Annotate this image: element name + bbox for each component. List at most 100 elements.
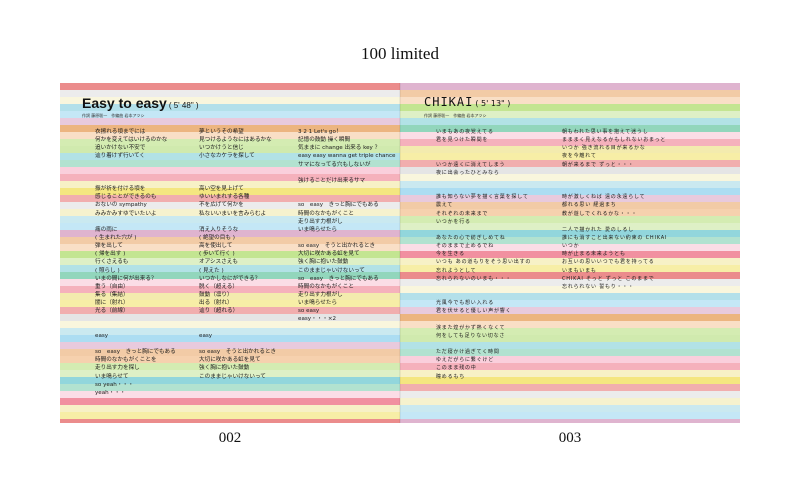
lyric-line: 追いかけない不安で (95, 145, 146, 152)
lyric-line: ( 帰を出す ) (95, 251, 126, 258)
stripe (60, 160, 400, 167)
lyric-line: ( 照らし ) (95, 267, 120, 274)
lyric-line: 高を使出して (199, 243, 233, 250)
song-duration: ( 5' 48" ) (168, 101, 199, 110)
lyric-line: 集る（集結） (95, 292, 129, 298)
stripe (60, 237, 400, 244)
lyric-line: 忘れようとして (436, 267, 477, 274)
lyric-line: 誰にも消すこと出来ない約束の CHIKAI (562, 234, 668, 241)
stripe (400, 167, 740, 174)
lyric-line: 大切に咲かある虹を見て (298, 251, 360, 258)
stripe (400, 321, 740, 328)
stripe (400, 391, 740, 398)
lyric-line: 弾を出して (95, 243, 123, 250)
lyric-line: いつも あの道もりをそう思い出すの (436, 259, 532, 266)
stripe (400, 300, 740, 307)
stripe (60, 335, 400, 342)
lyric-line: 気ままに change 出来る key ？ (298, 145, 381, 152)
stripe (60, 384, 400, 391)
lyric-line: いつかけうと信じ (199, 145, 244, 152)
stripe (400, 153, 740, 160)
lyric-line: 不を広げて何かを (199, 202, 244, 209)
page-right: CHIKAI( 5' 13" ) 作詞 藤原聡一 作編曲 岩本アツシ いまもあの… (400, 83, 740, 423)
stripe (60, 391, 400, 398)
stripe (400, 286, 740, 293)
lyric-line: いつか 強き流れる目が来るかな (562, 145, 646, 152)
stripe (400, 419, 740, 423)
lyric-line: ただ寝かけ過ぎてく時間 (436, 349, 500, 356)
lyric-line: 脱く（超える） (199, 283, 238, 290)
stripe (60, 272, 400, 279)
stripe (60, 314, 400, 321)
stripe (400, 230, 740, 237)
stripe (400, 412, 740, 419)
stripe (60, 377, 400, 384)
lyric-line: ゆえだがらに繋ぐけど (436, 357, 495, 364)
lyric-line: オアシスさえも (199, 259, 238, 266)
stripe (400, 335, 740, 342)
lyric-line: いま鳴らせたら (298, 300, 338, 307)
lyric-line: easy・・・×2 (298, 316, 337, 323)
page-number-left: 002 (218, 430, 242, 446)
lyric-line: 記憶の鼓動 操く瞬間 (298, 137, 351, 144)
stripe (60, 223, 400, 230)
stripe (60, 216, 400, 223)
stripe (60, 195, 400, 202)
lyric-line: 瞳めるもち (436, 373, 466, 380)
lyric-line: このままじゃいけないって (199, 373, 266, 380)
stripe (60, 90, 400, 97)
lyric-line: そのままで止めるでね (436, 243, 495, 250)
lyric-line: ( 生まれた穴が ) (95, 234, 137, 241)
stripe (400, 349, 740, 356)
stripe (60, 125, 400, 132)
lyric-line: 強く胸に抱いた鼓動 (199, 365, 250, 372)
stripe (400, 314, 740, 321)
lyric-line: 涙また煌がかず熱くなくて (436, 324, 506, 331)
lyric-line: いつかを行る (436, 218, 471, 225)
lyric-line: このままじゃいけないって (298, 267, 365, 274)
lyric-line: まままく見えなるかもしれないおまっと (562, 137, 667, 144)
lyric-line: 高い空を見上げて (199, 186, 244, 193)
lyrics-left: 衣擦れる頃までには 何かを変えてはいけるのかな 追いかけない不安で 辿り着けず行いてく… (60, 83, 400, 423)
stripe-background (400, 83, 740, 423)
stripe (60, 258, 400, 265)
lyric-line: 朝が来るまで ずっと・・・ (562, 161, 634, 168)
lyric-line: 見つけるようなにはあるかな (199, 137, 272, 144)
stripe (60, 307, 400, 314)
stripe (60, 251, 400, 258)
stripe (60, 363, 400, 370)
stripe (60, 321, 400, 328)
stripe (400, 328, 740, 335)
stripe (400, 83, 740, 90)
lyric-line: ゆいいまれする各種 (199, 194, 250, 201)
lyric-line: 闇に（射れ） (95, 300, 129, 307)
lyric-line: ( 絶望の目も ) (199, 234, 235, 241)
stripe (60, 104, 400, 111)
lyric-line: 何かを変えてはいけるのかな (95, 137, 168, 144)
stripe (60, 265, 400, 272)
stripe (400, 90, 740, 97)
stripe (400, 279, 740, 286)
stripe (60, 97, 400, 104)
lyric-line: いつかしなにができる？ (199, 275, 261, 282)
stripe (60, 230, 400, 237)
lyric-line: あなたの心で紡ぎしめてね (436, 234, 506, 241)
song-duration: ( 5' 13" ) (475, 99, 511, 108)
lyric-line: so yeah・・・ (95, 381, 134, 388)
stripe (400, 174, 740, 181)
stripe (60, 328, 400, 335)
lyric-line: 教が遊しでくれるかな・・・ (562, 210, 638, 217)
song-title-text: Easy to easy (82, 95, 167, 111)
song-title-text: CHIKAI (424, 95, 474, 109)
stripe (60, 202, 400, 209)
lyric-line: 行くさえるも (95, 259, 129, 266)
lyric-line: 鼓動（凛り） (199, 292, 233, 298)
song-credits: 作詞 藤原聡一 作編曲 岩本アツシ (82, 113, 145, 118)
lyric-line: いつか (562, 243, 580, 250)
stripe (400, 405, 740, 412)
stripe (60, 293, 400, 300)
stripe (400, 356, 740, 363)
stripe (60, 111, 400, 118)
stripe (400, 118, 740, 125)
lyric-line: 出る（射れ） (199, 300, 233, 307)
